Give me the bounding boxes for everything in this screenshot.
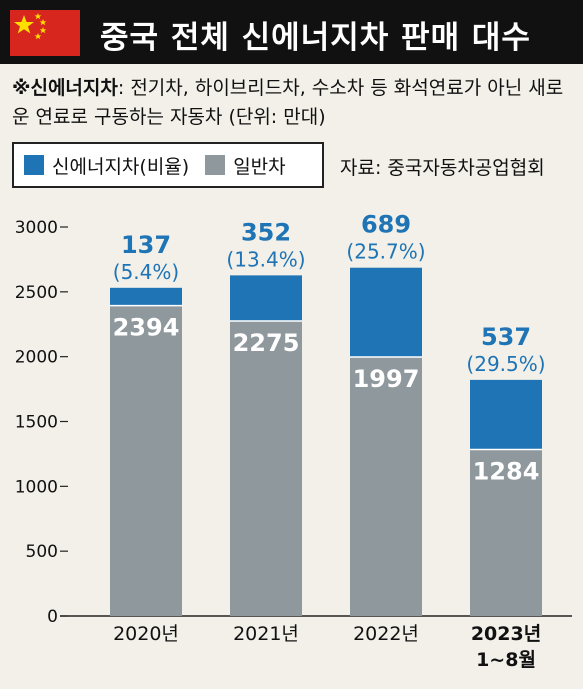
legend-swatch-nev: [24, 155, 44, 175]
bar-nev: [350, 267, 422, 358]
x-tick-label: 2023년: [471, 623, 541, 645]
legend-label-nev: 신에너지차(비율): [52, 155, 190, 178]
flag-small-star: [39, 27, 47, 34]
y-tick-label: 1500: [15, 413, 58, 433]
note-text: : 전기차, 하이브리드차, 수소차 등 화석연료가 아닌 새로운 연료로 구동…: [12, 77, 564, 128]
x-tick-label: 1~8월: [476, 649, 536, 671]
flag-small-star: [34, 33, 42, 40]
bar-nev: [110, 287, 182, 306]
bar-regular: [350, 357, 422, 616]
bar-regular: [230, 321, 302, 616]
data-label-regular: 1284: [473, 458, 540, 486]
flag-stars: [14, 13, 47, 40]
data-label-regular: 1997: [353, 365, 420, 393]
data-label-regular: 2394: [113, 314, 180, 342]
flag-small-star: [39, 19, 47, 26]
y-tick-label: 2000: [15, 348, 58, 368]
data-label-nev-share: (25.7%): [346, 240, 425, 264]
legend-swatch-regular: [205, 155, 226, 175]
data-label-nev-share: (29.5%): [466, 352, 545, 376]
flag-small-star: [34, 13, 42, 20]
legend-label-regular: 일반차: [233, 155, 286, 178]
bar-regular: [470, 449, 542, 616]
x-tick-label: 2022년: [353, 623, 419, 645]
flag-big-star: [14, 15, 34, 34]
y-tick-label: 500: [26, 542, 58, 562]
bar-regular: [110, 305, 182, 616]
source-note: 자료: 중국자동차공업협회: [340, 157, 545, 179]
x-tick-label: 2020년: [113, 623, 179, 645]
data-label-nev: 537: [481, 323, 531, 351]
data-label-nev: 689: [361, 211, 411, 239]
data-label-nev: 137: [121, 231, 171, 259]
definition-note: ※신에너지차: 전기차, 하이브리드차, 수소차 등 화석연료가 아닌 새로운 …: [12, 74, 577, 132]
bar-nev: [230, 275, 302, 322]
y-tick-label: 2500: [15, 283, 58, 303]
y-tick-label: 0: [47, 607, 58, 627]
bar-nev: [470, 379, 542, 450]
legend: 신에너지차(비율) 일반차: [12, 142, 324, 188]
china-flag-icon: [10, 10, 80, 56]
note-term: ※신에너지차: [12, 77, 118, 99]
data-label-nev-share: (5.4%): [113, 260, 179, 284]
y-tick-label: 3000: [15, 218, 58, 238]
header-bar: 중국 전체 신에너지차 판매 대수: [0, 0, 583, 64]
data-label-regular: 2275: [233, 329, 300, 357]
page-title: 중국 전체 신에너지차 판매 대수: [100, 20, 531, 56]
data-label-nev-share: (13.4%): [226, 247, 305, 271]
y-tick-label: 1000: [15, 477, 58, 497]
data-label-nev: 352: [241, 218, 291, 246]
x-tick-label: 2021년: [233, 623, 299, 645]
